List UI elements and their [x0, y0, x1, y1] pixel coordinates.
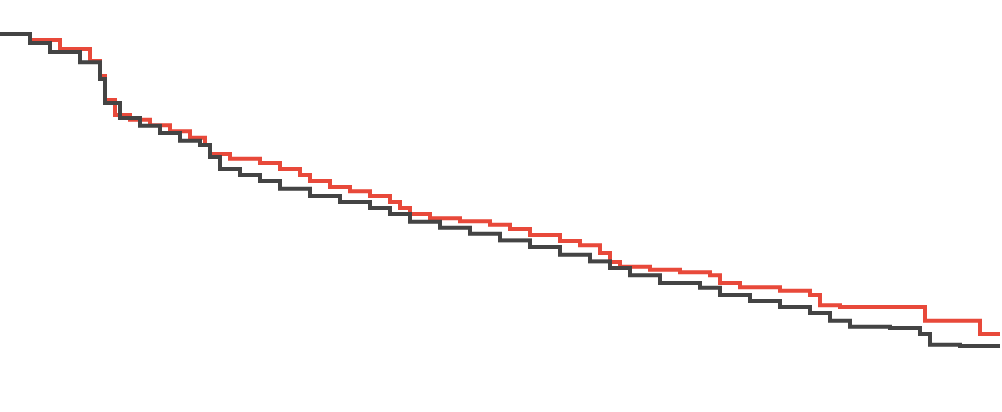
series-line-1 [0, 32, 1000, 336]
series-line-2 [0, 32, 1000, 348]
series-layer [0, 32, 1000, 348]
